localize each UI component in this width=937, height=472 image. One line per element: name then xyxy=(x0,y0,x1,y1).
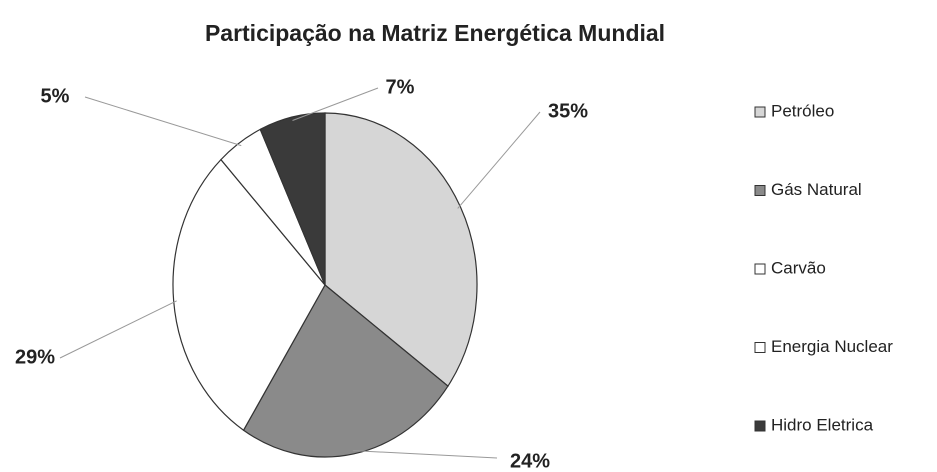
legend-label: Energia Nuclear xyxy=(771,337,893,356)
legend-swatch xyxy=(754,342,766,353)
leader-line xyxy=(457,111,541,209)
data-label: 5% xyxy=(41,85,70,107)
pie-slice xyxy=(324,112,478,387)
pie-slice xyxy=(172,158,326,432)
data-label: 7% xyxy=(386,76,415,98)
legend-label: Carvão xyxy=(771,258,826,277)
legend-label: Hidro Eletrica xyxy=(771,415,874,434)
chart-title: Participação na Matriz Energética Mundia… xyxy=(205,20,665,46)
data-label: 24% xyxy=(510,450,550,472)
legend-swatch xyxy=(754,420,766,432)
legend-label: Petróleo xyxy=(771,101,834,120)
legend-swatch xyxy=(754,263,766,275)
legend-swatch xyxy=(754,106,766,118)
legend-swatch xyxy=(754,185,766,196)
leader-line xyxy=(84,96,242,147)
leader-line xyxy=(352,450,498,459)
leader-line xyxy=(292,87,379,121)
pie-slice xyxy=(242,284,449,458)
data-label: 29% xyxy=(15,346,55,368)
legend-label: Gás Natural xyxy=(771,180,862,199)
data-label: 35% xyxy=(548,100,588,122)
pie-slice xyxy=(259,112,326,286)
leader-line xyxy=(59,300,177,359)
